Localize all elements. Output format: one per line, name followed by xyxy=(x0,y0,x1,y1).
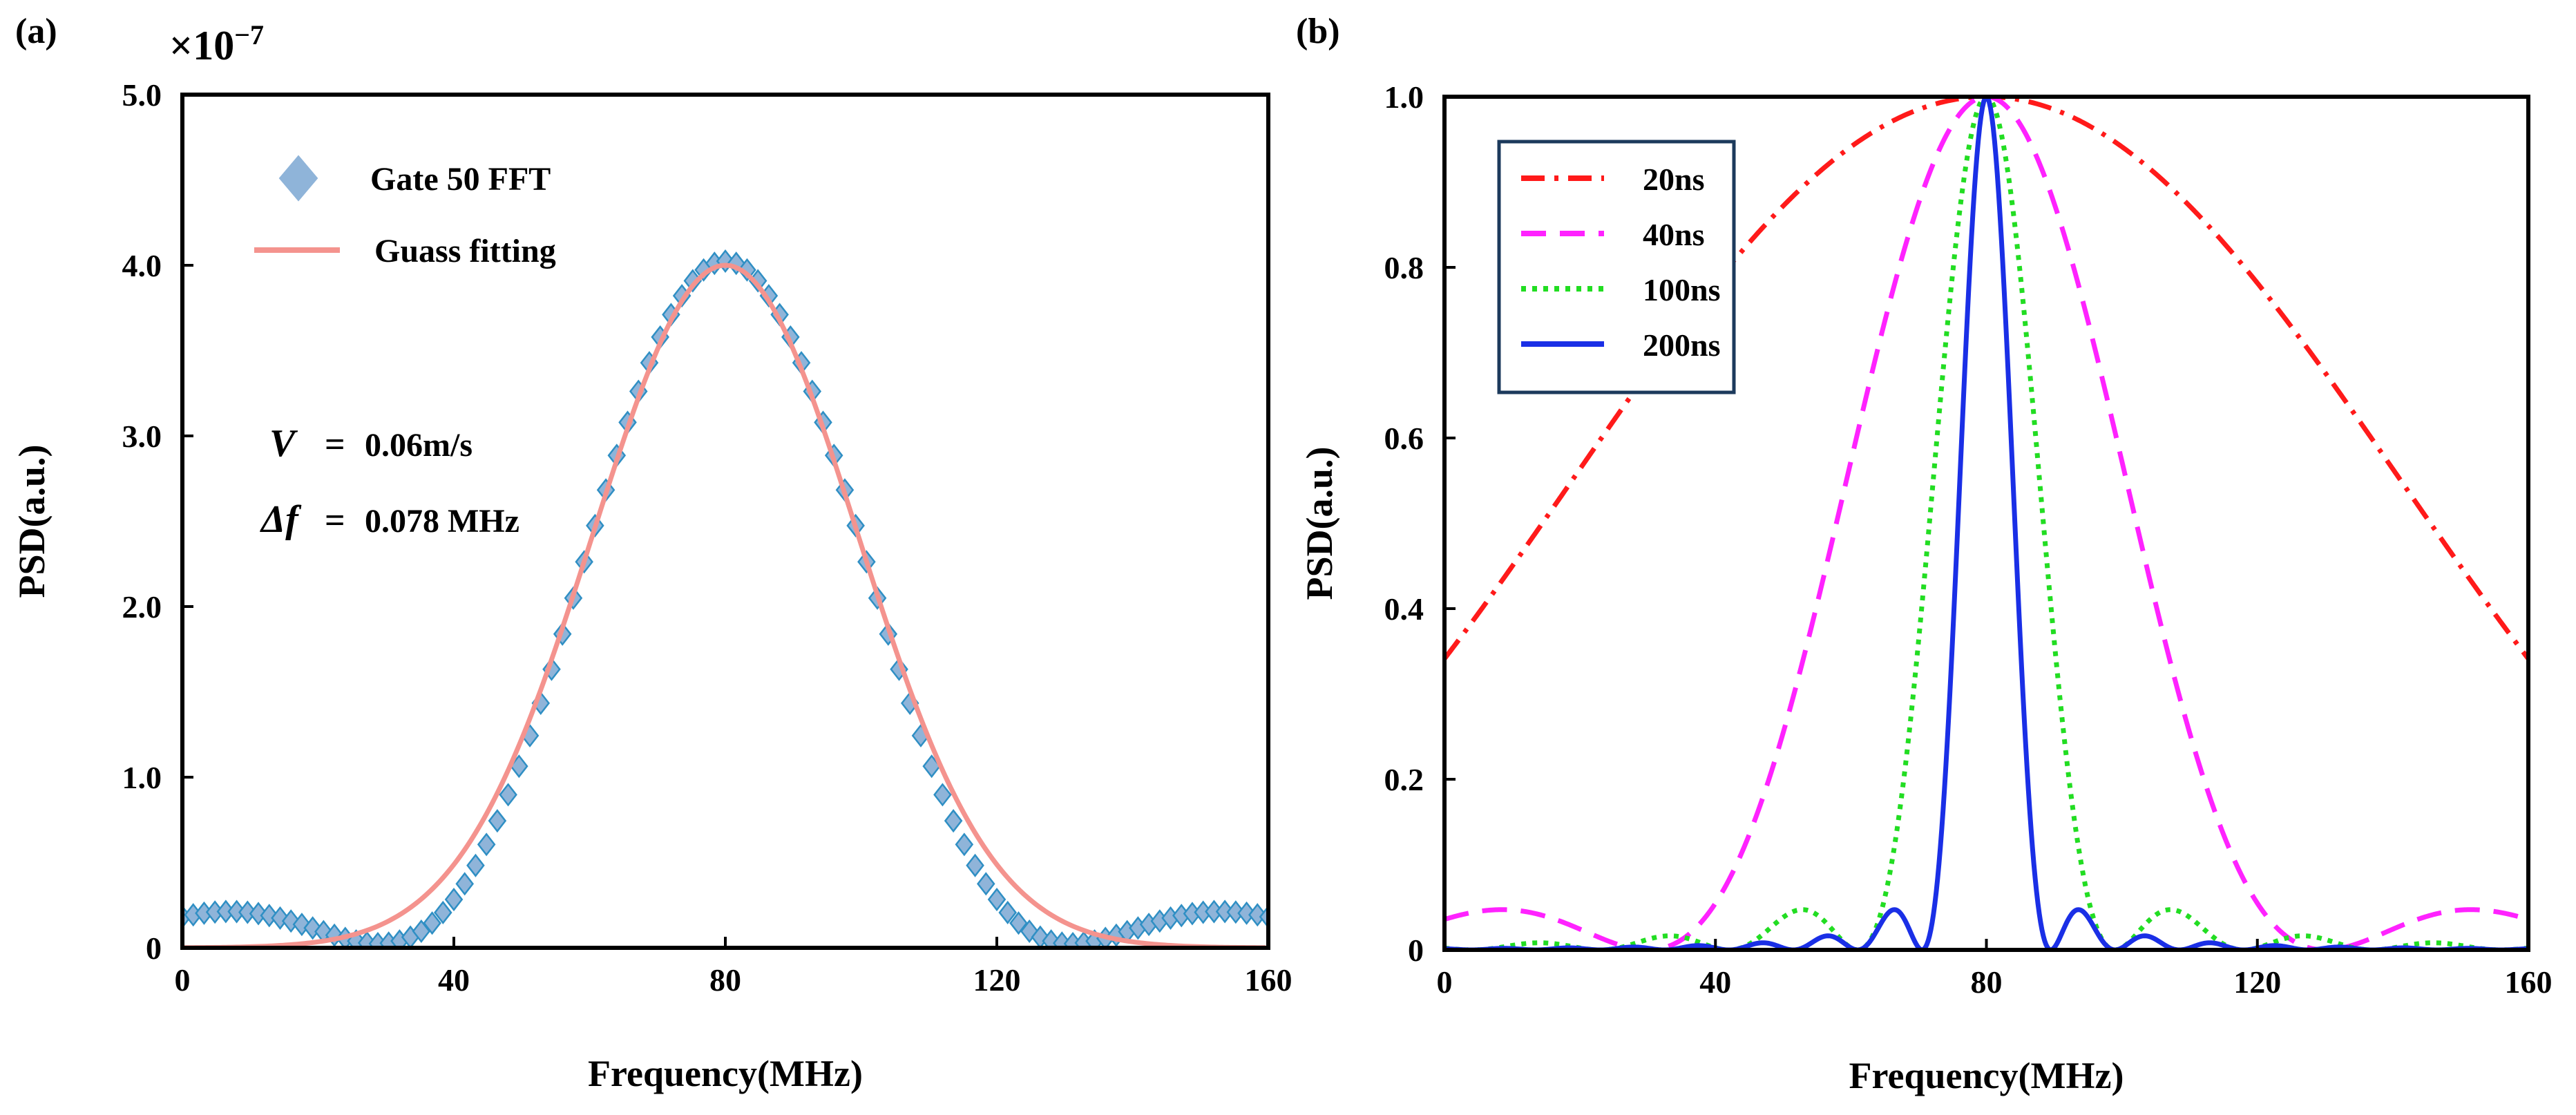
x-tick-label: 120 xyxy=(973,962,1021,998)
y-axis-label: PSD(a.u.) xyxy=(1299,446,1340,600)
y-tick-label: 1.0 xyxy=(122,760,162,795)
data-point xyxy=(423,911,441,935)
legend-label: Gate 50 FFT xyxy=(370,161,551,198)
annotation-value: 0.06m/s xyxy=(365,427,473,464)
data-point xyxy=(238,900,257,924)
x-tick-label: 120 xyxy=(2233,964,2281,1000)
plot-area xyxy=(182,249,1268,948)
y-tick-label: 3.0 xyxy=(122,419,162,454)
data-point xyxy=(444,888,464,912)
y-tick-label: 4.0 xyxy=(122,248,162,283)
x-tick-label: 40 xyxy=(438,962,470,998)
y-tick-label: 5.0 xyxy=(122,77,162,113)
annotation-value: 0.078 MHz xyxy=(365,503,519,540)
x-axis-label: Frequency(MHz) xyxy=(588,1053,863,1094)
plot-area xyxy=(1444,97,2528,950)
data-point xyxy=(1237,901,1256,925)
y-tick-label: 0 xyxy=(1408,933,1424,968)
legend-box xyxy=(1497,140,1736,394)
legend-label: 100ns xyxy=(1643,272,1720,307)
x-tick-label: 160 xyxy=(2505,964,2553,1000)
annotation-equals: = xyxy=(325,425,345,464)
x-tick-label: 80 xyxy=(1971,964,2003,1000)
data-point xyxy=(955,832,974,857)
legend-label: Guass fitting xyxy=(374,233,556,269)
y-tick-label: 1.0 xyxy=(1384,79,1424,115)
x-tick-label: 0 xyxy=(1437,964,1453,1000)
data-point xyxy=(966,853,984,877)
data-point xyxy=(455,872,475,896)
annotation-equals: = xyxy=(325,501,345,540)
legend-marker-diamond xyxy=(278,155,318,202)
y-scale-multiplier: ×10−7 xyxy=(169,19,264,68)
legend: Gate 50 FFT Guass fitting xyxy=(254,155,556,269)
y-tick-label: 2.0 xyxy=(122,589,162,625)
chart-panel-a: (a) 0 40 80 120 160 0 1.0 2.0 3.0 4.0 5.0 Frequency(… xyxy=(11,12,1292,1094)
annotation-symbol: V xyxy=(269,422,298,465)
y-tick-label: 0.8 xyxy=(1384,250,1424,285)
series-gate-50-fft xyxy=(182,249,1268,948)
panel-label: (b) xyxy=(1296,12,1340,51)
x-tick-label: 40 xyxy=(1699,964,1731,1000)
data-point xyxy=(488,809,507,833)
annotation: V = 0.06m/s Δf = 0.078 MHz xyxy=(260,422,519,541)
plot-frame xyxy=(180,93,1270,950)
chart-panel-b: (b) 0 40 80 120 160 0 0.2 0.4 0.6 0.8 1.0 Frequency(… xyxy=(1296,12,2553,1096)
data-point xyxy=(466,853,485,877)
y-tick-label: 0.4 xyxy=(1384,591,1424,627)
data-point xyxy=(433,900,452,924)
data-point xyxy=(499,783,517,807)
data-point xyxy=(998,900,1018,924)
legend-label: 20ns xyxy=(1643,162,1704,197)
data-point xyxy=(976,872,995,896)
series-line-guass-fitting xyxy=(182,263,1266,948)
panel-label: (a) xyxy=(15,12,57,51)
data-point xyxy=(987,888,1006,912)
data-point xyxy=(1009,911,1028,935)
x-tick-label: 0 xyxy=(175,962,191,998)
x-tick-label: 160 xyxy=(1245,962,1292,998)
y-tick-label: 0.2 xyxy=(1384,762,1424,797)
data-point xyxy=(249,902,268,926)
data-point xyxy=(738,258,756,282)
legend: 20ns 40ns 100ns 200ns xyxy=(1497,140,1736,394)
annotation-symbol: Δf xyxy=(260,498,302,541)
data-point xyxy=(944,809,963,833)
x-tick-label: 80 xyxy=(709,962,741,998)
data-point xyxy=(1248,903,1267,927)
y-tick-label: 0.6 xyxy=(1384,421,1424,456)
legend-label: 200ns xyxy=(1643,327,1720,363)
x-axis-label: Frequency(MHz) xyxy=(1849,1055,2124,1096)
series-line-200ns xyxy=(1444,97,2528,950)
data-point xyxy=(477,832,496,857)
y-tick-label: 0 xyxy=(146,931,162,966)
data-point xyxy=(933,783,952,807)
legend-label: 40ns xyxy=(1643,217,1704,252)
y-axis-label: PSD(a.u.) xyxy=(11,444,53,598)
